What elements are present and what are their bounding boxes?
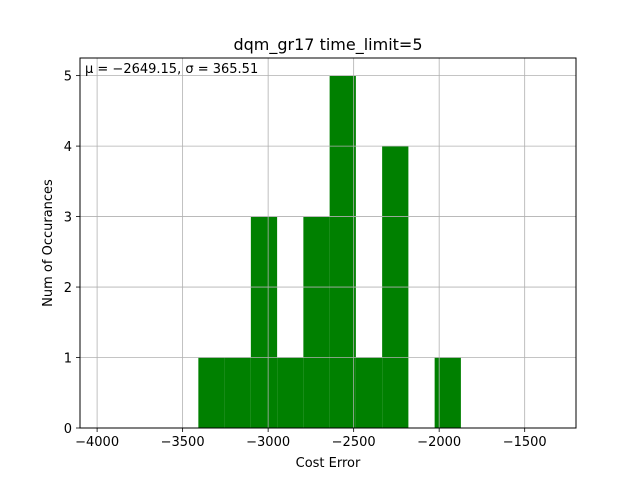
y-axis-label: Num of Occurances [41,179,56,307]
x-tick-label: −2500 [332,435,376,450]
histogram-bar [198,357,225,428]
x-tick-label: −3000 [246,435,290,450]
y-tick-label: 0 [64,422,72,437]
x-axis-ticks: −4000 −3500 −3000 −2500 −2000 −1500 [75,428,547,450]
stats-annotation: μ = −2649.15, σ = 365.51 [85,62,258,77]
histogram-bar [329,75,356,428]
y-tick-label: 5 [64,70,72,85]
histogram-bar [250,216,278,428]
y-tick-label: 2 [64,281,72,296]
y-tick-label: 1 [64,352,72,367]
histogram-bar [303,216,330,428]
x-tick-label: −2000 [417,435,461,450]
y-tick-label: 3 [64,211,72,226]
x-tick-label: −4000 [75,435,119,450]
y-tick-label: 4 [64,140,72,155]
histogram-bar [277,357,304,428]
y-axis-ticks: 0 1 2 3 4 5 [64,70,80,437]
histogram-bar [224,357,251,428]
histogram-bar [434,357,461,428]
chart-title: dqm_gr17 time_limit=5 [233,35,422,55]
x-tick-label: −1500 [503,435,547,450]
plot-frame [79,57,577,429]
x-axis-label: Cost Error [296,456,361,471]
histogram-bar [355,357,383,428]
x-tick-label: −3500 [161,435,205,450]
